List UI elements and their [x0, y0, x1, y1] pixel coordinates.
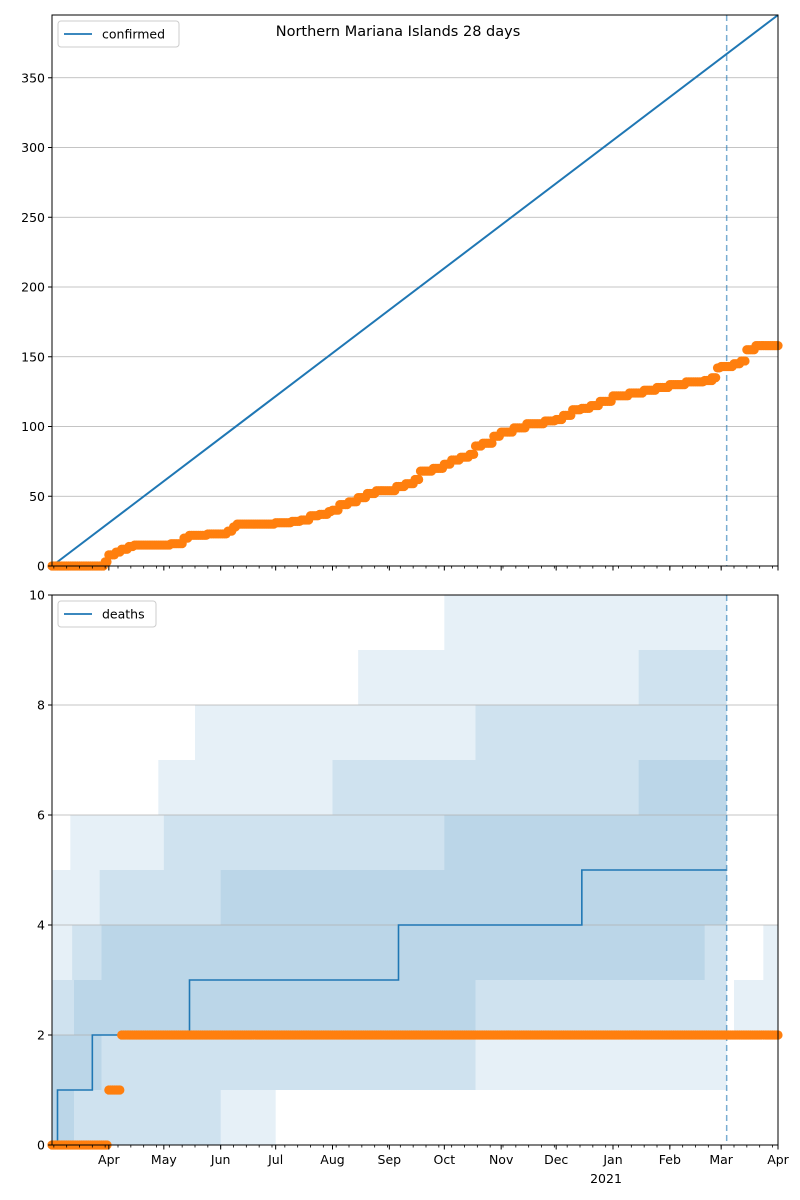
deaths-observed-point	[115, 1085, 125, 1095]
deaths-panel: 0 2 4 6 8 10 Apr May Jun Jul Aug Sep Oct Nov Dec Jan Fe…	[29, 588, 790, 1187]
deaths-ytick-label-8: 8	[37, 698, 45, 713]
deaths-post-cutoff-band	[726, 925, 778, 1035]
deaths-band-0	[52, 595, 727, 1145]
deaths-model-line-path	[52, 869, 727, 1146]
confirmed-observed-point	[487, 438, 497, 448]
confirmed-observed-point	[740, 356, 750, 366]
confirmed-ytick-label-250: 250	[21, 210, 45, 225]
deaths-legend: deaths	[57, 600, 157, 628]
confirmed-model-line-path	[51, 14, 779, 567]
confirmed-ytick-label-350: 350	[21, 70, 45, 85]
confirmed-legend-label: confirmed	[102, 27, 165, 42]
deaths-xtick-label-2: Jun	[210, 1152, 231, 1167]
confirmed-axes-frame	[51, 14, 779, 567]
confirmed-observed-point	[414, 474, 424, 485]
deaths-xtick-label-9: Jan	[602, 1152, 622, 1167]
deaths-model-line	[52, 869, 727, 1146]
confirmed-legend: confirmed	[57, 20, 180, 48]
deaths-ytick-label-4: 4	[37, 918, 45, 933]
confirmed-observed-point	[469, 449, 479, 460]
confirmed-model-line	[51, 14, 779, 567]
confirmed-ytick-label-100: 100	[21, 419, 45, 434]
deaths-uncertainty-bands	[52, 595, 778, 1145]
deaths-xtick-label-6: Oct	[434, 1152, 456, 1167]
deaths-x-axis: Apr May Jun Jul Aug Sep Oct Nov Dec Jan Feb Mar Apr	[53, 1145, 790, 1167]
confirmed-observed-points	[47, 341, 783, 571]
x-axis-year-label: 2021	[590, 1171, 622, 1186]
deaths-xtick-label-11: Mar	[709, 1152, 733, 1167]
deaths-ytick-label-0: 0	[37, 1138, 45, 1153]
deaths-xtick-label-8: Dec	[544, 1152, 568, 1167]
confirmed-gridlines	[52, 77, 778, 497]
deaths-band-1	[52, 650, 727, 1145]
confirmed-observed-outlier	[707, 373, 717, 383]
deaths-xtick-label-10: Feb	[659, 1152, 681, 1167]
confirmed-ytick-label-0: 0	[37, 559, 45, 574]
confirmed-ytick-label-150: 150	[21, 349, 45, 364]
deaths-legend-label: deaths	[102, 607, 145, 622]
figure-title: Northern Mariana Islands 28 days	[276, 24, 521, 40]
deaths-legend-box	[57, 600, 157, 628]
confirmed-panel: 0 50 100 150 200 250 300 350 Northern Mariana I…	[21, 14, 783, 574]
deaths-xtick-label-3: Jul	[267, 1152, 283, 1167]
deaths-xtick-label-1: May	[151, 1152, 177, 1167]
deaths-xtick-label-7: Nov	[489, 1152, 514, 1167]
confirmed-ytick-label-50: 50	[29, 489, 45, 504]
confirmed-ytick-label-200: 200	[21, 280, 45, 295]
deaths-band-2	[52, 760, 727, 1145]
deaths-axes-frame	[51, 594, 779, 1146]
confirmed-legend-box	[57, 20, 180, 48]
confirmed-ytick-label-300: 300	[21, 140, 45, 155]
deaths-ytick-label-2: 2	[37, 1028, 45, 1043]
deaths-xtick-label-5: Sep	[378, 1152, 402, 1167]
deaths-xtick-label-12: Apr	[767, 1152, 789, 1167]
deaths-ytick-label-10: 10	[29, 588, 45, 603]
deaths-observed-points	[47, 1030, 783, 1150]
confirmed-observed-point	[102, 557, 112, 567]
deaths-xtick-label-4: Aug	[320, 1152, 344, 1167]
confirmed-x-axis-ticks	[53, 566, 779, 571]
confirmed-y-axis: 0 50 100 150 200 250 300 350	[21, 70, 52, 574]
deaths-xtick-label-0: Apr	[98, 1152, 120, 1167]
deaths-y-axis: 0 2 4 6 8 10	[29, 588, 52, 1153]
deaths-ytick-label-6: 6	[37, 808, 45, 823]
